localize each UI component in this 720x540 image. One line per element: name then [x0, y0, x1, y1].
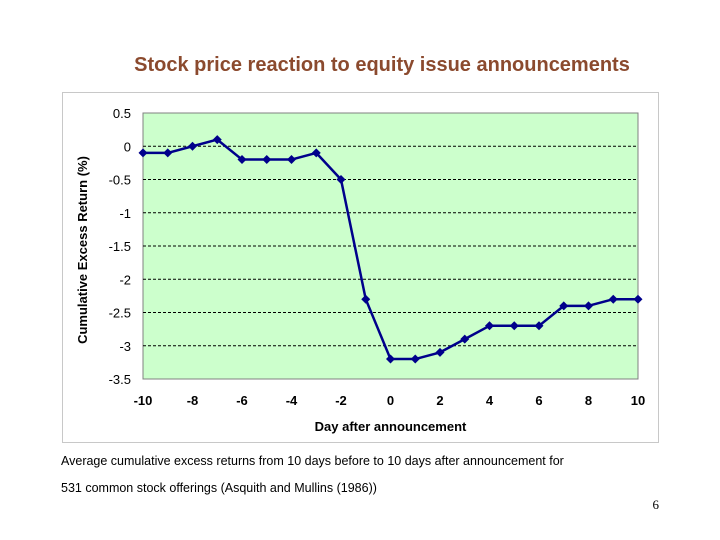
data-point-marker — [633, 294, 643, 304]
data-point-marker — [311, 148, 321, 158]
data-point-marker — [435, 347, 445, 357]
y-axis-label: Cumulative Excess Return (%) — [75, 156, 90, 344]
figure-caption-line-1: Average cumulative excess returns from 1… — [61, 454, 564, 468]
data-series — [138, 135, 643, 364]
data-point-marker — [336, 175, 346, 184]
y-tick-label: -3 — [119, 339, 131, 354]
x-tick-label: -10 — [134, 393, 153, 408]
slide-number: 6 — [652, 497, 660, 512]
data-point-marker — [188, 141, 197, 151]
x-tick-label: -4 — [286, 393, 298, 408]
data-point-marker — [386, 354, 395, 364]
y-tick-label: -2 — [119, 272, 131, 287]
data-point-marker — [212, 135, 222, 145]
y-tick-label: 0.5 — [113, 106, 131, 121]
line-chart: 0.5 0 -0.5 -1 -1.5 -2 -2.5 -3 -3.5 -10 -8 -6 -4 -2 0 2… — [75, 106, 646, 434]
x-tick-label: 0 — [387, 393, 394, 408]
data-point-marker — [608, 294, 618, 304]
data-point-marker — [509, 321, 519, 331]
y-tick-label: -1 — [119, 206, 131, 221]
data-point-marker — [237, 155, 247, 165]
y-tick-label: -1.5 — [109, 239, 131, 254]
x-tick-label: -2 — [335, 393, 347, 408]
x-tick-label: 4 — [486, 393, 494, 408]
chart-frame: 0.5 0 -0.5 -1 -1.5 -2 -2.5 -3 -3.5 -10 -8 -6 -4 -2 0 2… — [62, 92, 659, 443]
figure-caption-line-2: 531 common stock offerings (Asquith and … — [61, 481, 377, 495]
data-point-marker — [410, 354, 420, 364]
y-tick-label: -2.5 — [109, 306, 131, 321]
data-point-marker — [361, 294, 371, 304]
x-tick-label: 10 — [631, 393, 645, 408]
data-point-marker — [460, 334, 470, 344]
y-tick-label: -3.5 — [109, 372, 131, 387]
y-tick-label: -0.5 — [109, 173, 131, 188]
data-point-marker — [262, 155, 272, 165]
x-tick-label: -6 — [236, 393, 248, 408]
y-tick-label: 0 — [124, 139, 131, 154]
x-tick-label: 2 — [436, 393, 443, 408]
data-point-marker — [138, 148, 148, 158]
data-point-marker — [287, 155, 296, 165]
slide-title: Stock price reaction to equity issue ann… — [134, 54, 630, 76]
y-axis-tick-labels: 0.5 0 -0.5 -1 -1.5 -2 -2.5 -3 -3.5 — [109, 106, 131, 387]
x-tick-label: 6 — [535, 393, 542, 408]
data-point-marker — [163, 148, 173, 158]
data-point-marker — [584, 301, 593, 311]
data-point-marker — [485, 321, 494, 331]
x-tick-label: -8 — [187, 393, 199, 408]
data-point-marker — [559, 301, 569, 311]
x-tick-label: 8 — [585, 393, 592, 408]
x-axis-tick-labels: -10 -8 -6 -4 -2 0 2 4 6 8 10 — [134, 393, 646, 408]
x-axis-label: Day after announcement — [315, 419, 467, 434]
data-point-marker — [534, 321, 544, 331]
